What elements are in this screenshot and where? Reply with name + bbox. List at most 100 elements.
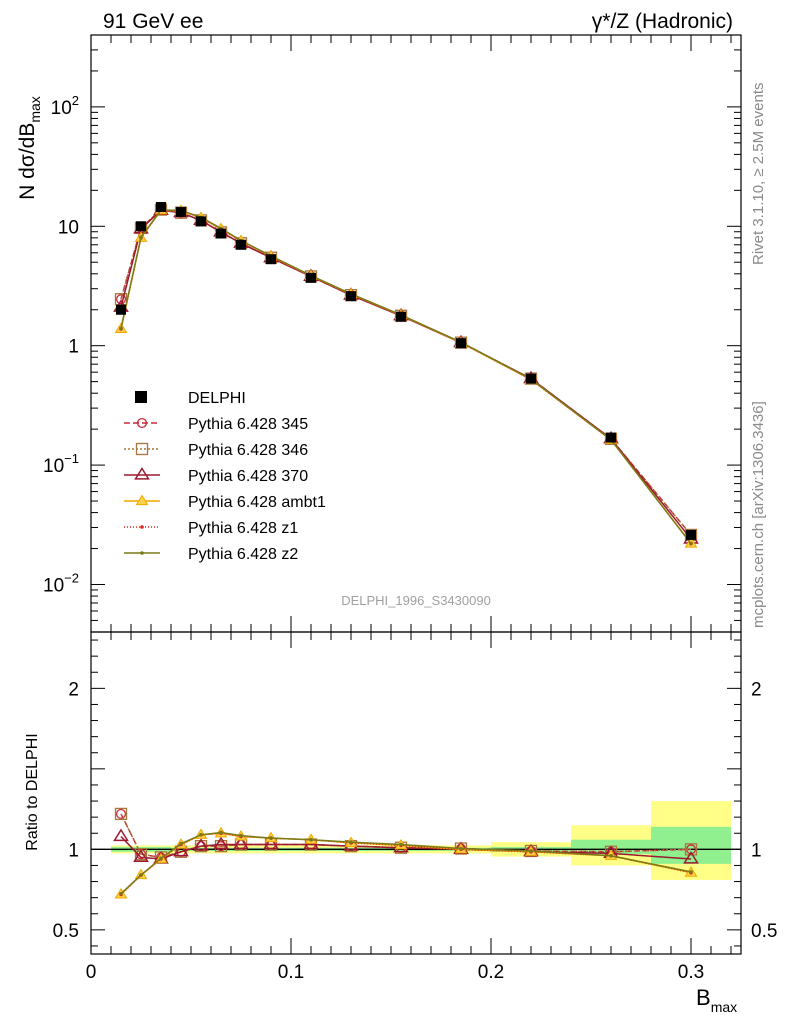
data-point-8 bbox=[306, 272, 316, 283]
legend-marker bbox=[136, 417, 148, 429]
legend-label: Pythia 6.428 346 bbox=[188, 442, 308, 459]
legend-label: Pythia 6.428 z2 bbox=[188, 546, 298, 563]
ratio-series-2-point-6 bbox=[233, 836, 249, 850]
ratio-series-5-point-13 bbox=[609, 853, 613, 858]
main-series-line-2 bbox=[120, 209, 692, 540]
data-point-1 bbox=[136, 221, 146, 232]
data-point-13 bbox=[606, 432, 616, 443]
ratio-series-5-point-4 bbox=[199, 833, 203, 837]
ratio-y-tick-label-right: 0.5 bbox=[751, 921, 777, 942]
legend-label: Pythia 6.428 370 bbox=[188, 468, 308, 485]
x-tick-label: 0.2 bbox=[478, 962, 504, 983]
x-tick-label: 0.3 bbox=[678, 962, 704, 983]
legend-label: DELPHI bbox=[188, 390, 246, 407]
ratio-series-1-point-14 bbox=[684, 843, 698, 856]
x-tick-label: 0 bbox=[86, 962, 97, 983]
legend-item: Pythia 6.428 z2 bbox=[124, 546, 298, 563]
ratio-y-tick-label-right: 2 bbox=[751, 679, 762, 700]
data-point-14 bbox=[686, 529, 696, 540]
x-axis-label: Bmax bbox=[696, 985, 737, 1015]
side-label-mcplots: mcplots.cern.ch [arXiv:1306.3436] bbox=[750, 401, 767, 628]
ratio-panel-frame bbox=[90, 631, 742, 955]
legend-marker bbox=[140, 551, 144, 555]
legend-item: DELPHI bbox=[135, 390, 246, 407]
axes: 102 10 1 10−1 10−2 2 2 1 1 0.5 0.5 0 0.1 0.2 0.3 bbox=[43, 34, 777, 983]
ratio-y-axis-label: Ratio to DELPHI bbox=[24, 733, 41, 850]
main-y-axis-label: N dσ/dBmax bbox=[16, 96, 43, 200]
legend-label: Pythia 6.428 ambt1 bbox=[188, 494, 326, 511]
ratio-panel-marks bbox=[91, 801, 741, 899]
ratio-series-1-point-0 bbox=[114, 807, 128, 821]
ratio-y-tick-label: 0.5 bbox=[53, 921, 79, 942]
data-point-4 bbox=[196, 216, 206, 227]
ratio-series-5-point-1 bbox=[139, 873, 143, 877]
ratio-series-2-point-4 bbox=[193, 838, 209, 851]
main-panel-marks bbox=[113, 202, 699, 548]
ratio-series-5-point-7 bbox=[269, 836, 273, 840]
ratio-y-tick-label-right: 1 bbox=[751, 840, 762, 861]
ratio-series-0-point-0 bbox=[115, 808, 127, 819]
analysis-tag: DELPHI_1996_S3430090 bbox=[341, 593, 491, 608]
legend-label: Pythia 6.428 345 bbox=[188, 416, 308, 433]
ratio-series-5-point-6 bbox=[239, 833, 243, 838]
header-left: 91 GeV ee bbox=[103, 10, 203, 33]
data-point-0 bbox=[116, 304, 126, 315]
ratio-series-2-point-5 bbox=[213, 836, 229, 850]
data-point-2 bbox=[156, 202, 166, 213]
legend-marker bbox=[135, 494, 149, 506]
ratio-series-2-point-3 bbox=[173, 843, 189, 857]
main-series-line-1 bbox=[120, 208, 692, 536]
data-point-6 bbox=[236, 239, 246, 250]
ratio-series-5-point-0 bbox=[119, 891, 123, 896]
main-y-tick-label: 102 bbox=[51, 93, 79, 119]
data-point-10 bbox=[396, 311, 406, 322]
legend-item: Pythia 6.428 346 bbox=[124, 442, 308, 459]
ratio-series-2-point-7 bbox=[263, 836, 279, 850]
ratio-series-2-point-14 bbox=[683, 851, 699, 864]
data-point-5 bbox=[216, 228, 226, 239]
main-panel-frame bbox=[90, 34, 742, 633]
side-label-rivet: Rivet 3.1.10, ≥ 2.5M events bbox=[750, 83, 767, 266]
main-series-5-point-0 bbox=[119, 326, 123, 331]
main-y-tick-label: 1 bbox=[68, 337, 79, 358]
data-point-12 bbox=[526, 373, 536, 384]
header-right: γ*/Z (Hadronic) bbox=[592, 10, 733, 33]
legend: DELPHI Pythia 6.428 345 Pythia 6.428 346 Py… bbox=[124, 390, 326, 563]
main-y-tick-label: 10 bbox=[58, 217, 79, 238]
data-point-11 bbox=[456, 338, 466, 349]
ratio-series-1-point-1 bbox=[134, 848, 148, 861]
legend-label: Pythia 6.428 z1 bbox=[188, 520, 298, 537]
legend-item: Pythia 6.428 z1 bbox=[124, 520, 298, 537]
ratio-series-2-point-0 bbox=[113, 828, 129, 842]
data-point-7 bbox=[266, 254, 276, 265]
main-series-line-0 bbox=[120, 208, 692, 536]
ratio-series-5-point-5 bbox=[219, 830, 223, 835]
ratio-series-5-point-8 bbox=[309, 837, 313, 842]
legend-item: Pythia 6.428 370 bbox=[124, 467, 308, 485]
ratio-y-tick-label: 1 bbox=[68, 840, 79, 861]
legend-marker bbox=[135, 442, 149, 456]
x-tick-label: 0.1 bbox=[278, 962, 304, 983]
legend-item: Pythia 6.428 ambt1 bbox=[124, 494, 326, 511]
legend-marker bbox=[140, 525, 144, 529]
legend-marker bbox=[134, 467, 150, 480]
ratio-series-2-point-1 bbox=[133, 849, 149, 862]
ratio-series-5-point-3 bbox=[179, 841, 183, 846]
data-point-3 bbox=[176, 206, 186, 217]
ratio-series-5-point-10 bbox=[399, 842, 403, 847]
legend-item: Pythia 6.428 345 bbox=[124, 416, 308, 433]
ratio-y-tick-label: 2 bbox=[68, 679, 79, 700]
ratio-series-5-point-9 bbox=[349, 840, 353, 844]
main-y-tick-label: 10−1 bbox=[43, 451, 79, 477]
main-series-5-point-1 bbox=[139, 235, 143, 240]
ratio-series-5-point-12 bbox=[529, 849, 533, 853]
data-point-9 bbox=[346, 291, 356, 302]
ratio-series-5-point-11 bbox=[459, 846, 463, 851]
ratio-series-5-point-14 bbox=[689, 870, 693, 874]
main-series-0-point-0 bbox=[115, 294, 127, 305]
legend-marker bbox=[135, 391, 147, 403]
main-y-tick-label: 10−2 bbox=[43, 570, 79, 596]
main-series-5-point-14 bbox=[689, 541, 693, 546]
ratio-series-5-point-2 bbox=[159, 856, 163, 861]
